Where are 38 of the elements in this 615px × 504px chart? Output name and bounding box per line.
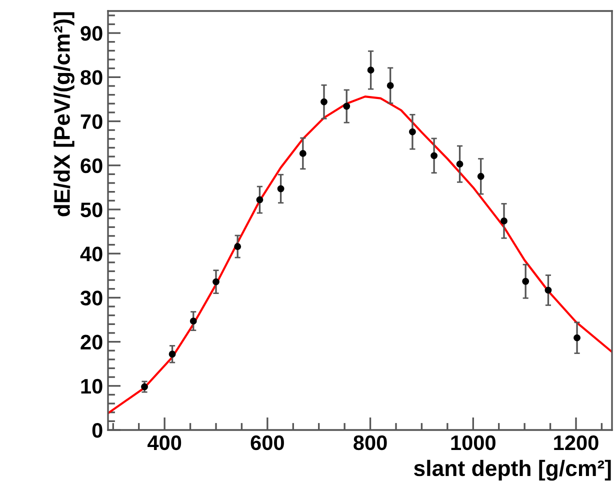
point (343, 102, 350, 110)
y-tick-label: 0 (92, 423, 102, 438)
point (522, 278, 530, 285)
point (477, 172, 484, 180)
y-axis-title: dE/dX [PeV/(g/cm²)] (54, 12, 74, 216)
x-tick-label: 1000 (451, 435, 496, 450)
point (212, 278, 220, 286)
point (141, 383, 148, 390)
y-tick-label: 80 (80, 70, 102, 85)
point (544, 286, 552, 294)
y-tick-label: 40 (80, 246, 102, 262)
point (367, 66, 374, 74)
point (430, 152, 438, 160)
point (574, 334, 580, 342)
x-tick-label: 1200 (554, 435, 598, 450)
point (299, 150, 306, 157)
x-tick-label: 800 (354, 435, 387, 450)
y-tick-label: 70 (80, 114, 102, 130)
x-tick-label: 600 (250, 435, 284, 450)
line-series (108, 96, 612, 414)
point (386, 82, 394, 90)
point (256, 196, 264, 204)
point (408, 128, 416, 136)
point (277, 185, 284, 192)
y-tick-label: 60 (80, 158, 102, 174)
point (168, 350, 176, 358)
point (320, 98, 328, 106)
y-tick-label: 10 (81, 378, 102, 394)
point (190, 318, 197, 325)
y-tick-label: 30 (80, 290, 102, 306)
y-tick-label: 90 (80, 26, 102, 41)
point (234, 243, 242, 250)
x-axis-title: slant depth [g/cm²] (414, 460, 611, 481)
point (500, 217, 508, 224)
y-tick-label: 50 (80, 202, 102, 218)
y-tick-label: 20 (80, 334, 102, 350)
x-tick-label: 400 (148, 435, 182, 450)
point (456, 160, 464, 168)
